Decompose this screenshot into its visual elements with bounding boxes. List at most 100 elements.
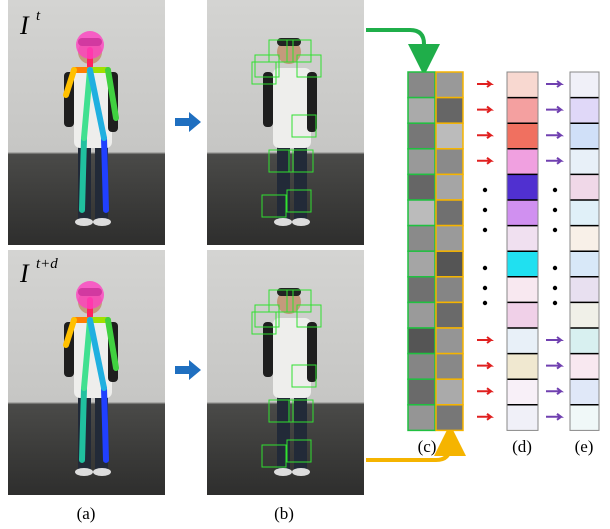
ellipsis-dot — [483, 301, 487, 305]
flow-cell — [570, 226, 599, 252]
leg — [294, 145, 307, 220]
flow-cell — [507, 277, 538, 303]
patch — [408, 149, 435, 175]
ellipsis-dot — [483, 208, 487, 212]
flow-cell — [570, 200, 599, 226]
frame-symbol: I — [19, 259, 30, 288]
figure: I t I t+d (a) (b) (c) (d) (e) — [0, 0, 610, 529]
flow-cell — [570, 149, 599, 175]
arrow — [175, 360, 201, 380]
ellipsis-dot — [553, 286, 557, 290]
patch — [436, 123, 463, 149]
patch — [408, 123, 435, 149]
curved-arrow — [366, 30, 424, 60]
flow-cell — [507, 174, 538, 200]
arrow — [546, 107, 561, 113]
shoe — [75, 218, 93, 226]
flow-cell — [507, 405, 538, 431]
skeleton-limb — [82, 138, 84, 210]
ellipsis-dot — [483, 286, 487, 290]
leg — [277, 145, 290, 220]
patch — [408, 174, 435, 200]
flow-cell — [570, 251, 599, 277]
patch — [408, 72, 435, 98]
panel-label: (b) — [274, 504, 294, 523]
photo — [8, 250, 165, 495]
patch — [408, 98, 435, 124]
arrow — [546, 414, 561, 420]
patch — [436, 379, 463, 405]
feature-strips — [408, 72, 599, 430]
photo — [207, 250, 364, 495]
hair — [277, 288, 301, 296]
arrow — [477, 81, 491, 87]
ellipsis-dot — [553, 188, 557, 192]
patch — [408, 405, 435, 431]
ellipsis-dot — [553, 301, 557, 305]
patch — [408, 251, 435, 277]
patch — [408, 379, 435, 405]
arrow — [546, 388, 561, 394]
patch — [436, 149, 463, 175]
photo-panels — [8, 0, 364, 495]
shoe — [93, 218, 111, 226]
shoe — [274, 468, 292, 476]
frame-symbol: I — [19, 11, 30, 40]
flow-cell — [507, 226, 538, 252]
arrow — [546, 363, 561, 369]
patch — [436, 354, 463, 380]
ellipsis-dot — [483, 266, 487, 270]
leg — [294, 395, 307, 470]
flow-cell — [570, 302, 599, 328]
panel-label: (e) — [575, 437, 594, 456]
flow-cell — [507, 123, 538, 149]
arrow — [546, 132, 561, 138]
frame-superscript: t+d — [36, 256, 58, 272]
shoe — [292, 218, 310, 226]
arrow — [477, 414, 491, 420]
keypoint-blob — [76, 281, 104, 309]
arrow — [546, 337, 561, 343]
flow-cell — [570, 174, 599, 200]
flow-cell — [507, 98, 538, 124]
flow-cell — [507, 72, 538, 98]
panel-label: (a) — [77, 504, 96, 523]
skeleton-limb — [82, 388, 84, 460]
shoe — [93, 468, 111, 476]
panel-label: (d) — [512, 437, 532, 456]
patch — [408, 226, 435, 252]
flow-cell — [570, 98, 599, 124]
ellipsis-dot — [553, 228, 557, 232]
patch — [436, 174, 463, 200]
leg — [277, 395, 290, 470]
flow-cell — [507, 354, 538, 380]
patch — [436, 302, 463, 328]
arrow — [477, 363, 491, 369]
shoe — [75, 468, 93, 476]
patch — [408, 302, 435, 328]
patch — [408, 277, 435, 303]
ellipsis-dot — [483, 228, 487, 232]
patch — [408, 200, 435, 226]
arrow — [477, 107, 491, 113]
patch — [436, 98, 463, 124]
flow-cell — [570, 328, 599, 354]
keypoint-blob — [76, 31, 104, 59]
hair — [277, 38, 301, 46]
flow-cell — [507, 251, 538, 277]
patch — [436, 251, 463, 277]
patch — [436, 200, 463, 226]
photo — [207, 0, 364, 245]
patch — [436, 405, 463, 431]
patch — [436, 277, 463, 303]
arrow — [477, 158, 491, 164]
arrow — [175, 112, 201, 132]
patch — [436, 226, 463, 252]
patch — [436, 72, 463, 98]
flow-cell — [570, 405, 599, 431]
curved-arrow — [366, 440, 450, 460]
patch — [436, 328, 463, 354]
arrow — [546, 158, 561, 164]
flow-cell — [570, 72, 599, 98]
flow-cell — [570, 277, 599, 303]
